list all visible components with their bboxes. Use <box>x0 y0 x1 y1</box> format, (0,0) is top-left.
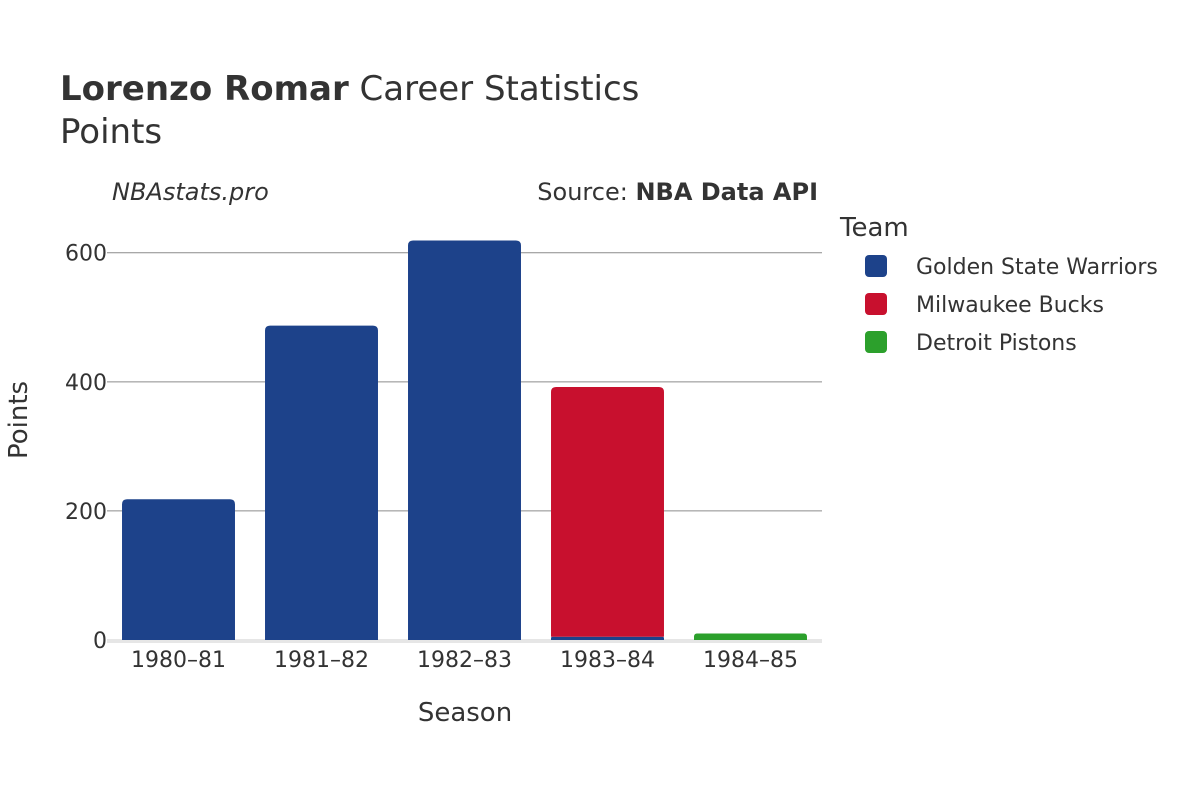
x-axis-title: Season <box>418 698 512 728</box>
source-prefix: Source: <box>537 178 635 206</box>
legend-label: Milwaukee Bucks <box>916 293 1104 318</box>
bars <box>122 240 807 641</box>
y-tick-label: 0 <box>93 629 107 654</box>
chart-title-bold: Lorenzo Romar <box>60 69 349 109</box>
source-credit: Source: NBA Data API <box>537 178 818 206</box>
y-tick-label: 600 <box>65 242 107 267</box>
y-tick-labels: 0 200 400 600 <box>65 242 107 654</box>
bar-golden-state-warriors-1983–84 <box>551 636 664 640</box>
legend-swatch <box>865 331 887 353</box>
x-tick-label: 1984–85 <box>703 648 798 673</box>
legend-title: Team <box>839 213 909 243</box>
bar-golden-state-warriors-1981–82 <box>265 325 378 640</box>
x-tick-labels: 1980–81 1981–82 1982–83 1983–84 1984–85 <box>131 648 798 673</box>
bar-detroit-pistons-1984–85 <box>694 633 807 640</box>
legend-label: Detroit Pistons <box>916 331 1077 356</box>
chart-title: Lorenzo Romar Career Statistics <box>60 69 639 109</box>
legend-swatch <box>865 293 887 315</box>
y-tick-label: 200 <box>65 500 107 525</box>
bar-milwaukee-bucks-1983–84 <box>551 386 664 637</box>
bar-golden-state-warriors-1980–81 <box>122 499 235 640</box>
watermark: NBAstats.pro <box>112 178 269 206</box>
source-name: NBA Data API <box>635 178 818 206</box>
x-tick-label: 1983–84 <box>560 648 655 673</box>
chart-title-rest: Career Statistics <box>349 69 640 109</box>
y-axis-title: Points <box>4 381 34 459</box>
x-tick-label: 1982–83 <box>417 648 512 673</box>
legend: Golden State Warriors Milwaukee Bucks Detr… <box>865 255 1158 356</box>
y-tick-label: 400 <box>65 371 107 396</box>
legend-label: Golden State Warriors <box>916 255 1158 280</box>
x-tick-label: 1980–81 <box>131 648 226 673</box>
chart-subtitle: Points <box>60 112 162 152</box>
bar-golden-state-warriors-1982–83 <box>408 240 521 641</box>
legend-swatch <box>865 255 887 277</box>
x-tick-label: 1981–82 <box>274 648 369 673</box>
